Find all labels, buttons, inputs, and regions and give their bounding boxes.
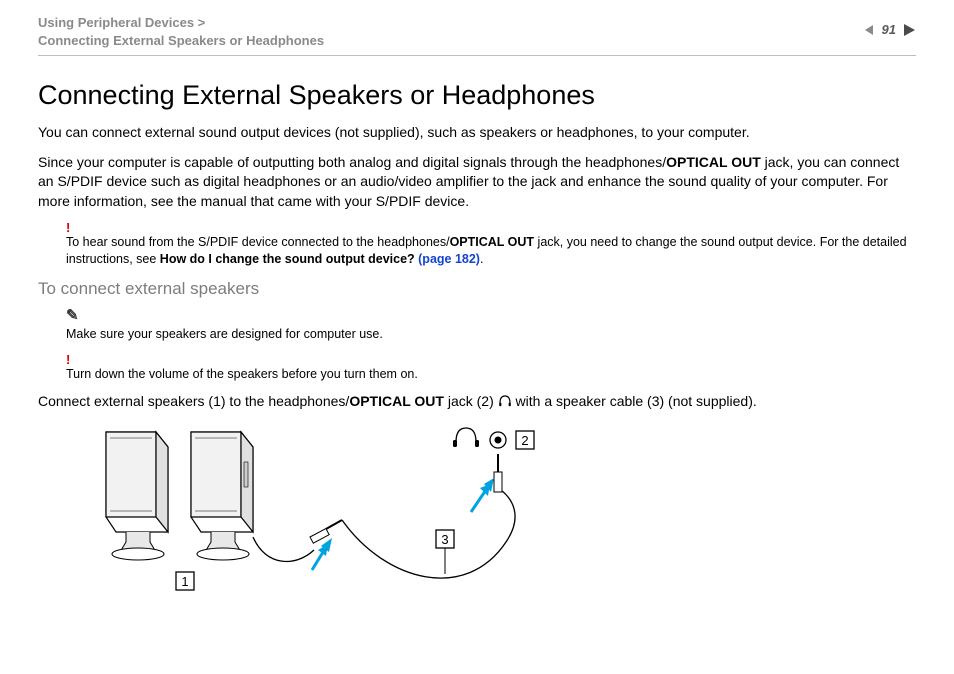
page-header: Using Peripheral Devices > Connecting Ex…: [38, 14, 916, 56]
diagram-label-3: 3: [441, 532, 448, 547]
diagram-label-1: 1: [181, 574, 188, 589]
breadcrumb-line1[interactable]: Using Peripheral Devices >: [38, 15, 205, 30]
para3-text-c: with a speaker cable (3) (not supplied).: [512, 393, 757, 409]
warning-note-1: ! To hear sound from the S/PDIF device c…: [66, 221, 916, 267]
sub-heading: To connect external speakers: [38, 279, 916, 299]
exclamation-icon: !: [66, 353, 916, 366]
plug-left-icon: [310, 520, 342, 543]
page-number: 91: [882, 22, 896, 37]
speaker-1-icon: [106, 432, 168, 560]
headphones-icon: [498, 393, 512, 409]
next-page-arrow-icon[interactable]: [902, 23, 916, 37]
para2-text-a: Since your computer is capable of output…: [38, 154, 666, 170]
note1-text-c: .: [480, 252, 483, 266]
connection-diagram: 1: [66, 422, 916, 617]
headphones-small-icon: [453, 428, 479, 447]
breadcrumb: Using Peripheral Devices > Connecting Ex…: [38, 14, 324, 49]
diagram-label-2: 2: [521, 433, 528, 448]
jack-icon: [490, 432, 506, 448]
warning-note-2: ! Turn down the volume of the speakers b…: [66, 353, 916, 382]
intro-paragraph-2: Since your computer is capable of output…: [38, 153, 916, 212]
para3-text-b: jack (2): [444, 393, 498, 409]
page-nav: 91: [864, 14, 916, 37]
breadcrumb-line2[interactable]: Connecting External Speakers or Headphon…: [38, 33, 324, 48]
note3-text: Turn down the volume of the speakers bef…: [66, 366, 916, 382]
arrow-right-icon: [471, 478, 494, 512]
exclamation-icon: !: [66, 221, 916, 234]
para2-optical-out: OPTICAL OUT: [666, 154, 761, 170]
pencil-icon: ✎: [66, 307, 916, 327]
cable-long: [342, 490, 515, 578]
speaker-2-icon: [191, 432, 253, 560]
instruction-paragraph: Connect external speakers (1) to the hea…: [38, 392, 916, 412]
note2-text: Make sure your speakers are designed for…: [66, 326, 916, 342]
plug-right-icon: [494, 454, 502, 492]
note1-text-a: To hear sound from the S/PDIF device con…: [66, 235, 450, 249]
note1-page-link[interactable]: (page 182): [418, 252, 480, 266]
para3-optical-out: OPTICAL OUT: [349, 393, 444, 409]
prev-page-arrow-icon[interactable]: [864, 24, 876, 36]
intro-paragraph-1: You can connect external sound output de…: [38, 123, 916, 143]
note1-question: How do I change the sound output device?: [160, 252, 418, 266]
tip-note: ✎ Make sure your speakers are designed f…: [66, 307, 916, 343]
note1-optical-out: OPTICAL OUT: [450, 235, 535, 249]
para3-text-a: Connect external speakers (1) to the hea…: [38, 393, 349, 409]
page-title: Connecting External Speakers or Headphon…: [38, 80, 916, 111]
cable-short: [253, 537, 314, 561]
